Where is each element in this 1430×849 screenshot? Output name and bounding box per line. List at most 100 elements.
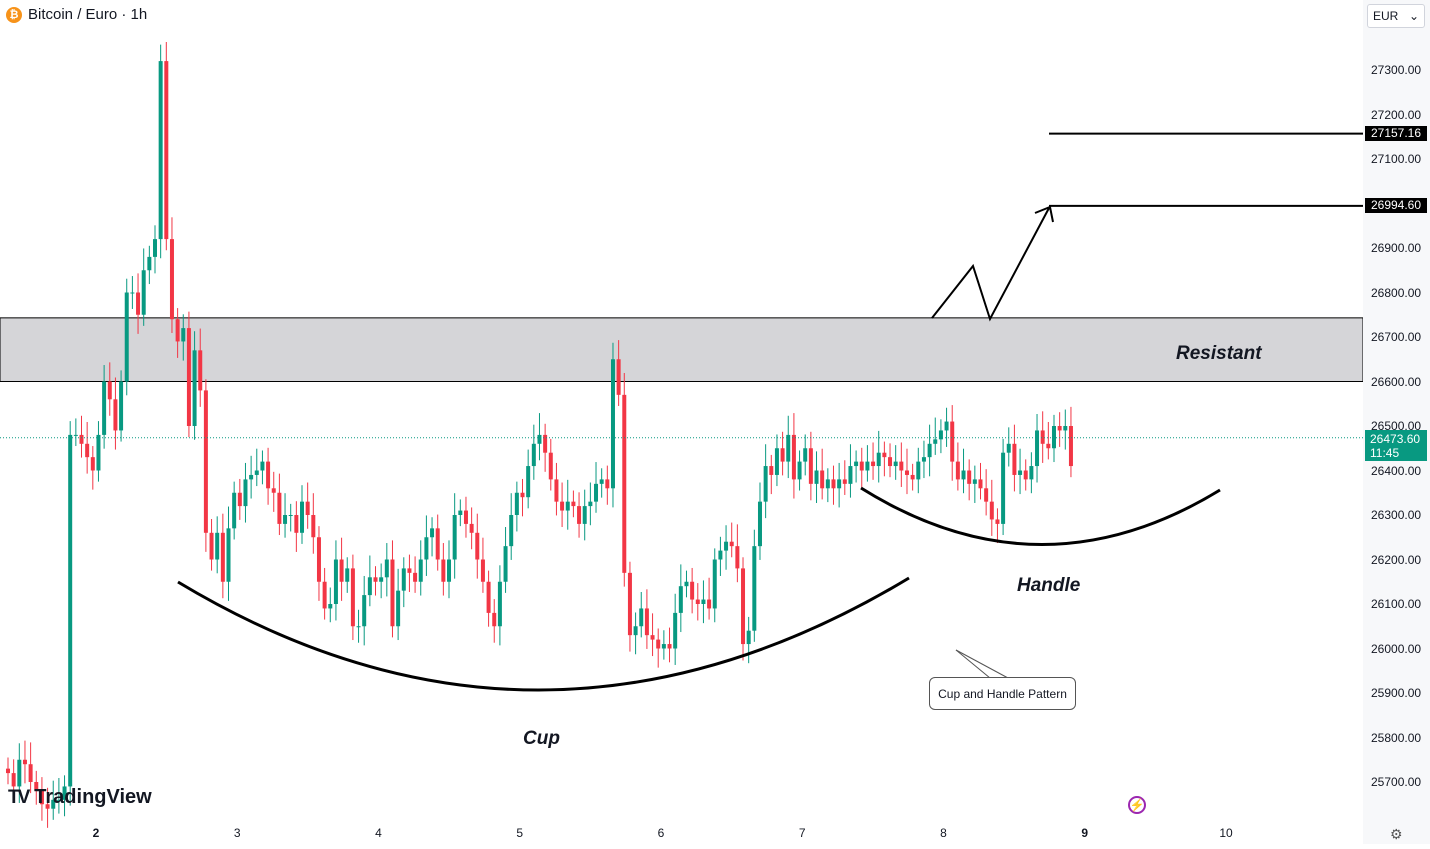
y-tick-label: 26000.00 bbox=[1371, 641, 1422, 656]
candle-body bbox=[509, 515, 514, 547]
candle-body bbox=[260, 461, 265, 471]
lightning-icon[interactable]: ⚡ bbox=[1128, 796, 1146, 814]
price-axis[interactable] bbox=[1363, 0, 1430, 844]
candle-body bbox=[1029, 466, 1034, 480]
y-tick-label: 26700.00 bbox=[1371, 330, 1422, 344]
candle-body bbox=[458, 510, 463, 515]
x-tick-label: 4 bbox=[375, 826, 382, 840]
candle-body bbox=[752, 546, 757, 631]
y-tick-label: 27100.00 bbox=[1371, 152, 1422, 166]
x-tick-label: 5 bbox=[516, 826, 524, 840]
candle-body bbox=[407, 568, 412, 573]
bitcoin-icon: ₿ bbox=[6, 6, 22, 23]
last-price-value: 26473.60 bbox=[1370, 432, 1421, 446]
candle-body bbox=[271, 488, 276, 493]
candle-body bbox=[769, 466, 774, 475]
candle-body bbox=[995, 519, 1000, 524]
candle-body bbox=[938, 430, 943, 440]
candle-body bbox=[73, 434, 78, 436]
candle-body bbox=[984, 488, 989, 502]
candle-body bbox=[288, 515, 293, 516]
candle-body bbox=[418, 559, 423, 582]
candle-body bbox=[972, 479, 977, 484]
candle-body bbox=[333, 559, 338, 604]
candle-body bbox=[921, 457, 926, 462]
candle-body bbox=[79, 434, 84, 444]
candle-body bbox=[701, 599, 706, 604]
resistant-label: Resistant bbox=[1176, 343, 1262, 364]
candle-body bbox=[430, 528, 435, 538]
projection-path[interactable] bbox=[931, 207, 1050, 322]
candle-body bbox=[401, 568, 406, 591]
currency-select[interactable]: EUR ⌄ bbox=[1367, 4, 1425, 28]
callout-pointer-edge bbox=[955, 649, 1009, 679]
candle-body bbox=[989, 501, 994, 520]
candle-body bbox=[820, 470, 825, 489]
candle-body bbox=[888, 457, 893, 467]
candle-body bbox=[808, 448, 813, 484]
candle-body bbox=[978, 479, 983, 489]
candle-body bbox=[203, 390, 208, 533]
candle-body bbox=[175, 319, 180, 342]
candle-body bbox=[463, 510, 468, 524]
candle-body bbox=[735, 546, 740, 569]
target-low-tag: 26994.60 bbox=[1365, 197, 1427, 213]
candle-body bbox=[435, 528, 440, 560]
candle-body bbox=[627, 572, 632, 636]
tradingview-logo[interactable]: TV TradingView bbox=[8, 786, 152, 809]
candle-body bbox=[1046, 443, 1051, 449]
candle-body bbox=[503, 546, 508, 582]
candle-body bbox=[136, 292, 141, 315]
candle-body bbox=[577, 506, 582, 524]
symbol-header[interactable]: ₿ Bitcoin / Euro · 1h bbox=[6, 6, 147, 23]
y-tick-label: 25800.00 bbox=[1371, 730, 1422, 745]
settings-icon[interactable]: ⚙ bbox=[1390, 826, 1403, 842]
candle-body bbox=[130, 292, 135, 294]
candle-body bbox=[1051, 426, 1056, 449]
candle-body bbox=[599, 479, 604, 484]
candle-body bbox=[757, 501, 762, 547]
candle-body bbox=[384, 559, 389, 578]
candle-body bbox=[678, 586, 683, 613]
candle-body bbox=[848, 466, 853, 484]
candle-body bbox=[169, 239, 174, 320]
candle-body bbox=[153, 239, 158, 257]
handle-label: Handle bbox=[1017, 575, 1081, 596]
candle-body bbox=[944, 421, 949, 431]
candle-body bbox=[11, 773, 16, 787]
candle-body bbox=[695, 599, 700, 604]
candle-body bbox=[316, 537, 321, 582]
candle-body bbox=[571, 501, 576, 507]
candle-body bbox=[51, 799, 56, 809]
candle-body bbox=[1063, 426, 1068, 431]
candle-body bbox=[362, 595, 367, 627]
cup-curve[interactable] bbox=[177, 576, 910, 692]
resistance-zone[interactable] bbox=[0, 317, 1364, 382]
candle-body bbox=[22, 759, 27, 765]
candle-body bbox=[729, 541, 734, 547]
chevron-down-icon: ⌄ bbox=[1408, 9, 1419, 23]
pattern-callout[interactable]: Cup and Handle Pattern bbox=[929, 677, 1076, 710]
candle-body bbox=[690, 581, 695, 600]
y-tick-label: 27200.00 bbox=[1371, 107, 1422, 122]
handle-curve[interactable] bbox=[860, 486, 1221, 546]
candle-body bbox=[68, 434, 73, 787]
candle-body bbox=[209, 532, 214, 560]
y-tick-label: 26300.00 bbox=[1371, 508, 1422, 522]
candle-body bbox=[520, 492, 525, 498]
candle-body bbox=[786, 434, 791, 462]
candle-body bbox=[718, 550, 723, 560]
candle-body bbox=[842, 479, 847, 484]
candle-body bbox=[486, 581, 491, 613]
candle-body bbox=[650, 635, 655, 640]
candle-body bbox=[616, 359, 621, 395]
price-chart[interactable] bbox=[0, 0, 1364, 844]
candle-body bbox=[497, 581, 502, 627]
candle-body bbox=[950, 421, 955, 462]
y-tick-label: 26600.00 bbox=[1371, 374, 1422, 389]
candle-body bbox=[1012, 443, 1017, 475]
candle-body bbox=[226, 528, 231, 582]
tradingview-logo-mark: TV bbox=[8, 786, 30, 808]
x-tick-label: 8 bbox=[940, 826, 947, 840]
candle-body bbox=[865, 461, 870, 471]
